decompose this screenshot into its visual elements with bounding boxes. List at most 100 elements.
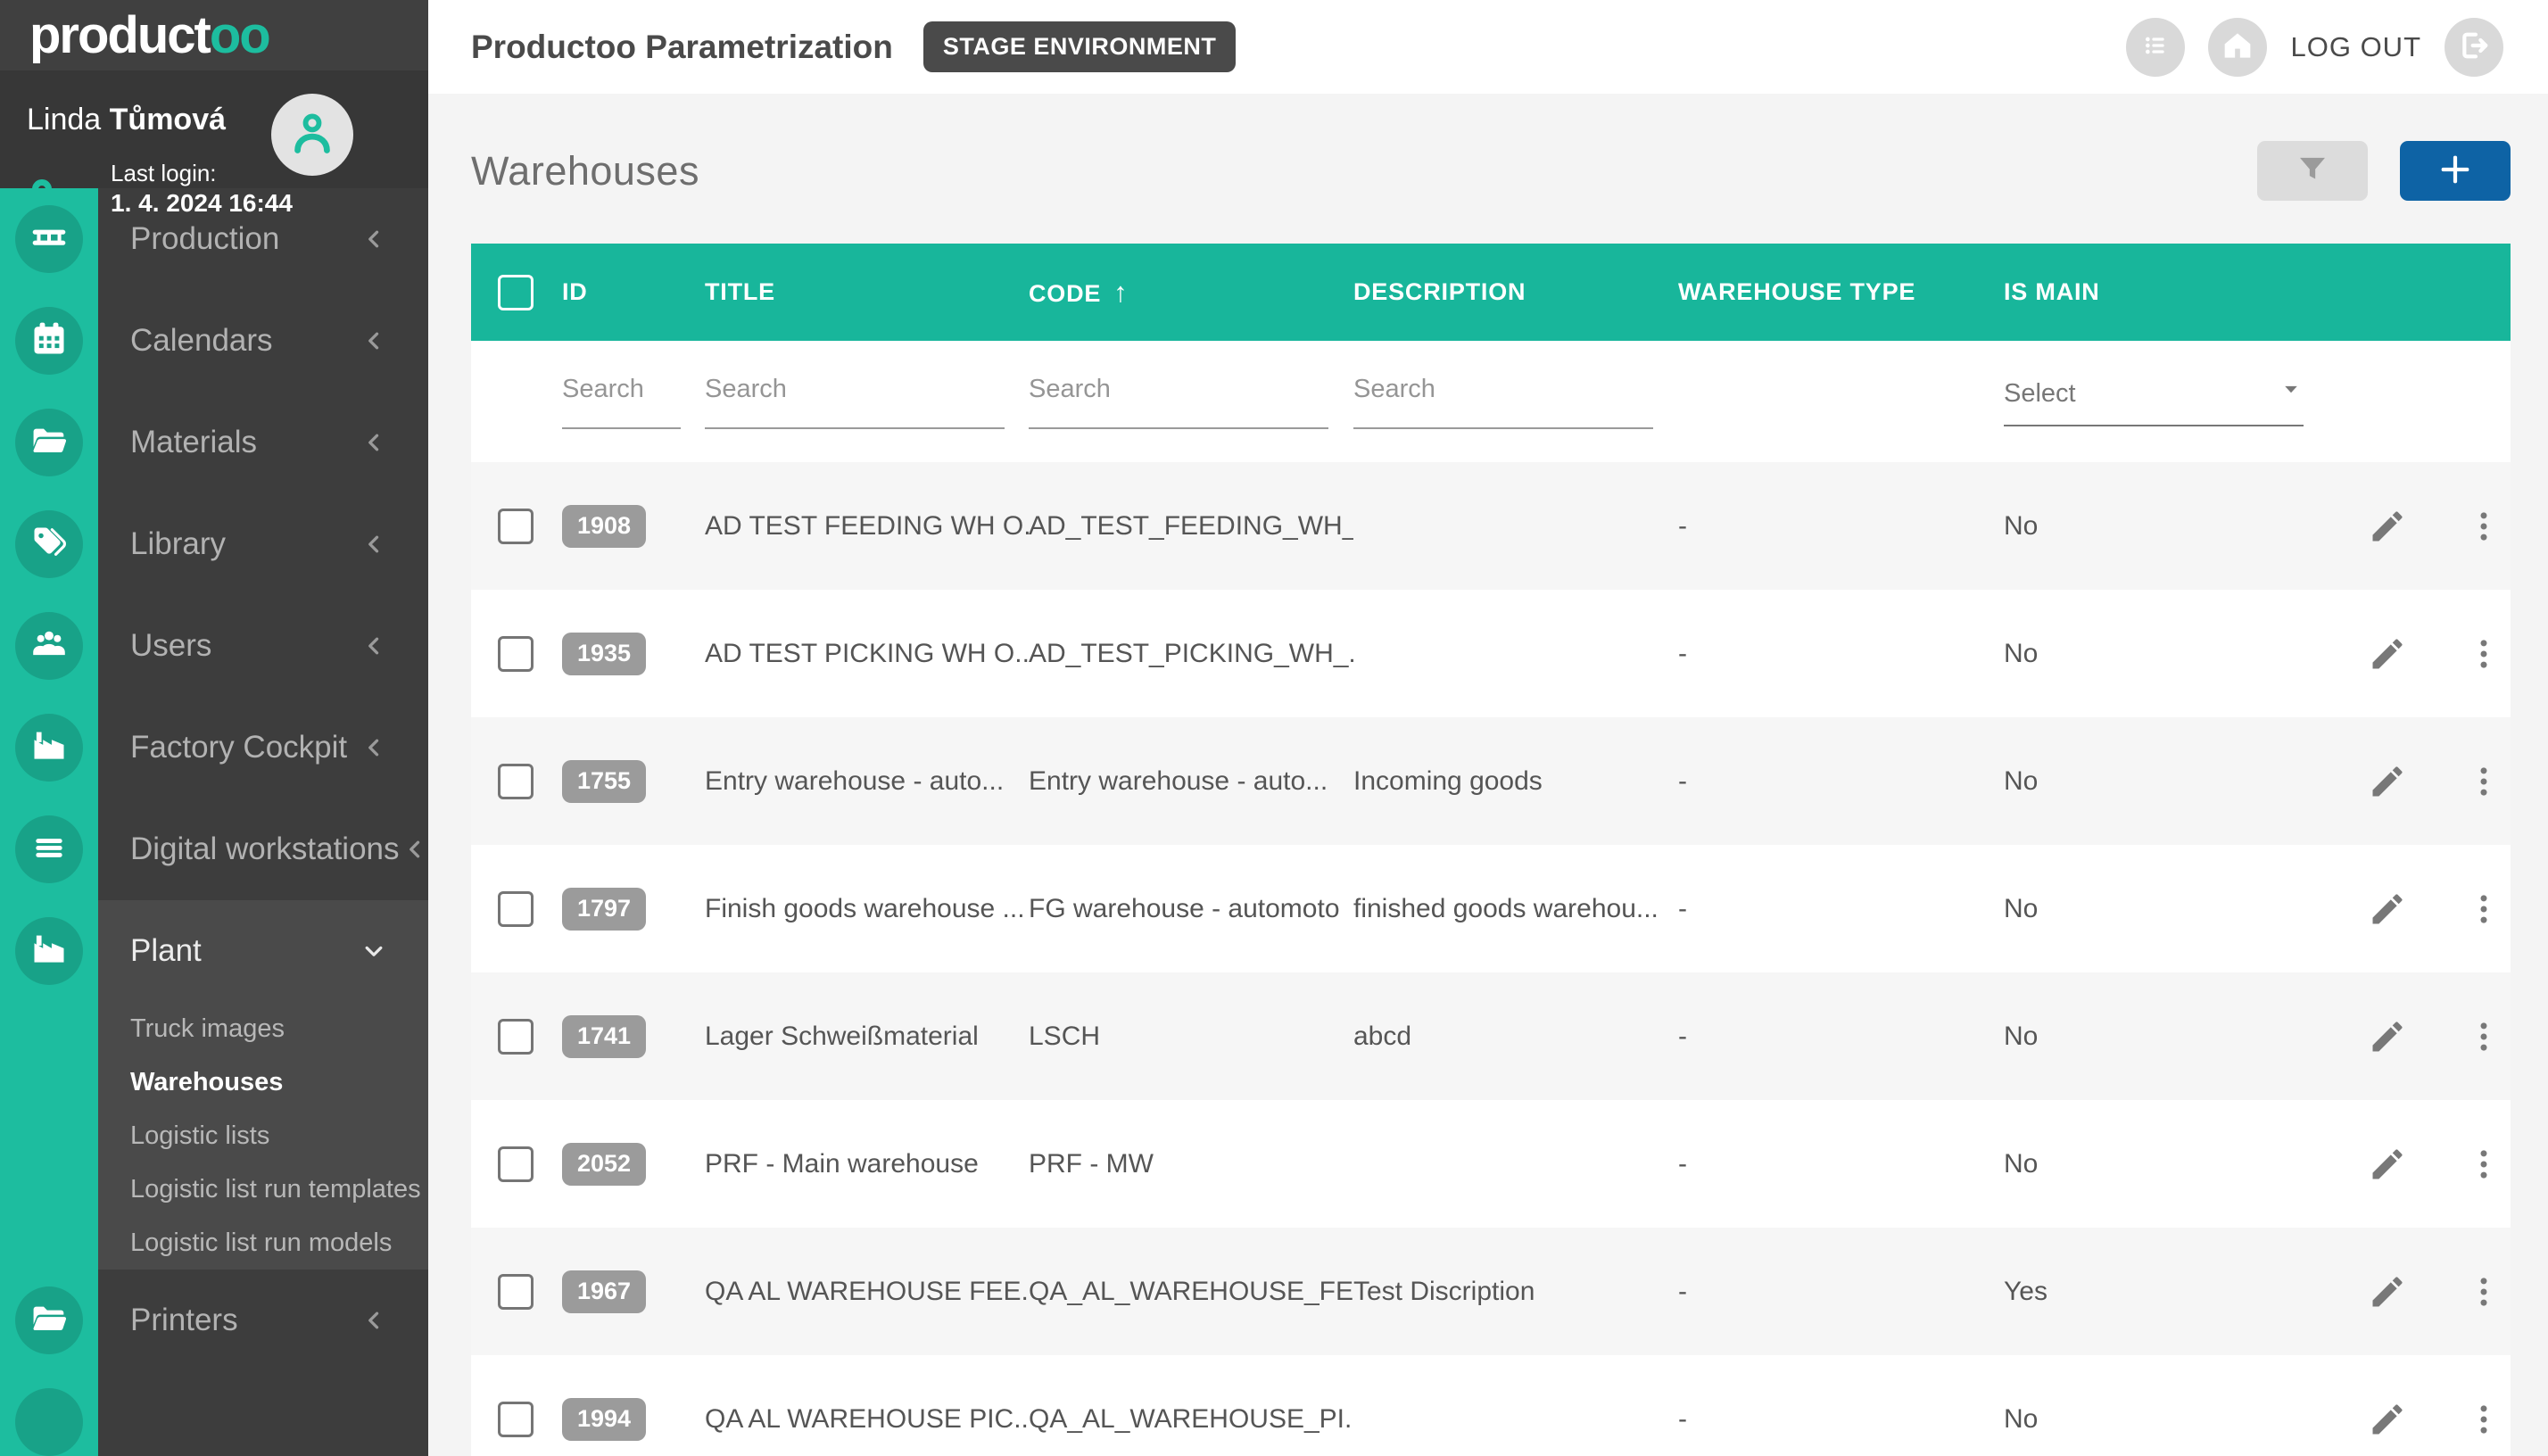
filter-button[interactable] (2257, 141, 2368, 201)
column-header-code[interactable]: CODE ↑ (1029, 276, 1129, 308)
row-actions (2368, 1145, 2543, 1184)
sidebar-item-materials[interactable]: Materials (0, 392, 428, 493)
add-warehouse-button[interactable] (2400, 141, 2511, 201)
cell-is-main: No (2004, 1403, 2039, 1434)
cell-is-main: No (2004, 1148, 2039, 1179)
edit-row-button[interactable] (2368, 1145, 2407, 1184)
row-menu-button[interactable] (2464, 1017, 2503, 1056)
sidebar-item-calendars[interactable]: Calendars (0, 290, 428, 392)
app-logo[interactable]: productoo (0, 0, 428, 70)
last-login-value: 1. 4. 2024 16:44 (111, 188, 293, 217)
row-menu-button[interactable] (2464, 507, 2503, 546)
sidebar-item-logistic-list-run-templates[interactable]: Logistic list run templates (0, 1162, 428, 1216)
sidebar-main-nav: Production Calendars Materials Library U… (0, 188, 428, 900)
search-code-input[interactable] (1029, 374, 1328, 429)
row-menu-button[interactable] (2464, 1400, 2503, 1439)
sidebar-rail (0, 188, 98, 1456)
row-menu-button[interactable] (2464, 634, 2503, 674)
table-row: 1935 AD TEST PICKING WH O... AD_TEST_PIC… (471, 590, 2511, 717)
cell-description: finished goods warehou... (1353, 893, 1659, 923)
row-actions (2368, 507, 2543, 546)
cell-title: Lager Schweißmaterial (705, 1021, 979, 1051)
sidebar-item-warehouses[interactable]: Warehouses (0, 1055, 428, 1109)
sidebar-item-label: Printers (130, 1303, 238, 1337)
edit-row-button[interactable] (2368, 1272, 2407, 1311)
cell-title: Finish goods warehouse ... (705, 893, 1025, 923)
sidebar-item-truck-images[interactable]: Truck images (0, 1002, 428, 1055)
row-checkbox[interactable] (498, 1146, 534, 1182)
sidebar: productoo Linda Tůmová Last login: 1. 4.… (0, 0, 428, 1456)
cell-code: AD_TEST_PICKING_WH_... (1029, 638, 1353, 668)
logout-button[interactable] (2445, 17, 2503, 77)
sidebar-subitem-label: Truck images (130, 1013, 285, 1043)
column-header-description[interactable]: DESCRIPTION (1353, 278, 1526, 305)
app-title: Productoo Parametrization (471, 28, 893, 65)
sidebar-icon-circle (15, 815, 83, 883)
search-title-input[interactable] (705, 374, 1005, 429)
row-checkbox[interactable] (498, 508, 534, 544)
folder-open-icon (29, 1299, 69, 1343)
is-main-select[interactable]: Select (2004, 376, 2304, 426)
factory-icon (29, 930, 69, 973)
select-placeholder: Select (2004, 379, 2076, 408)
cell-title: PRF - Main warehouse (705, 1148, 979, 1179)
edit-row-button[interactable] (2368, 889, 2407, 929)
search-description-input[interactable] (1353, 374, 1653, 429)
sidebar-icon-circle (15, 1286, 83, 1354)
sidebar-item-production[interactable]: Production (0, 188, 428, 290)
column-header-warehouse-type[interactable]: WAREHOUSE TYPE (1678, 278, 1916, 305)
select-all-checkbox[interactable] (498, 274, 534, 310)
sidebar-icon-circle (15, 409, 83, 476)
column-header-is-main[interactable]: IS MAIN (2004, 278, 2100, 305)
edit-row-button[interactable] (2368, 762, 2407, 801)
row-menu-button[interactable] (2464, 1145, 2503, 1184)
edit-row-button[interactable] (2368, 507, 2407, 546)
logo-oo-accent: oo (209, 5, 271, 64)
row-menu-button[interactable] (2464, 762, 2503, 801)
cell-title: AD TEST PICKING WH O... (705, 638, 1029, 668)
sidebar-bottom-nav: Printers (0, 1270, 428, 1371)
avatar[interactable] (271, 93, 353, 176)
column-header-id[interactable]: ID (562, 278, 588, 305)
edit-row-button[interactable] (2368, 1400, 2407, 1439)
search-id-input[interactable] (562, 374, 681, 429)
sidebar-item-users[interactable]: Users (0, 595, 428, 697)
chevron-left-icon (359, 427, 389, 458)
cell-warehouse-type: - (1678, 1276, 1687, 1306)
sidebar-icon-circle (15, 917, 83, 985)
row-checkbox[interactable] (498, 763, 534, 799)
home-icon (2220, 28, 2255, 66)
sidebar-item-library[interactable]: Library (0, 493, 428, 595)
row-checkbox[interactable] (498, 635, 534, 672)
row-checkbox[interactable] (498, 1273, 534, 1310)
edit-row-button[interactable] (2368, 1017, 2407, 1056)
logout-label[interactable]: LOG OUT (2290, 30, 2421, 62)
row-checkbox[interactable] (498, 890, 534, 927)
row-menu-button[interactable] (2464, 889, 2503, 929)
home-button[interactable] (2208, 17, 2268, 77)
sidebar-item-logistic-list-run-models[interactable]: Logistic list run models (0, 1216, 428, 1270)
sidebar-item-logistic-lists[interactable]: Logistic lists (0, 1109, 428, 1162)
cell-code: QA_AL_WAREHOUSE_FE... (1029, 1276, 1353, 1306)
chevron-down-icon (359, 936, 389, 966)
sidebar-item-plant[interactable]: Plant (0, 900, 428, 1002)
chevron-left-icon (400, 834, 429, 864)
sidebar-item-label: Plant (130, 933, 202, 968)
sidebar-item-printers[interactable]: Printers (0, 1270, 428, 1371)
person-icon (286, 106, 338, 162)
list-menu-button[interactable] (2126, 17, 2186, 77)
sidebar-item-factory-cockpit[interactable]: Factory Cockpit (0, 697, 428, 798)
cell-code: LSCH (1029, 1021, 1101, 1051)
row-actions (2368, 889, 2543, 929)
user-panel: Linda Tůmová Last login: 1. 4. 2024 16:4… (0, 70, 428, 217)
cell-title: QA AL WAREHOUSE PIC... (705, 1403, 1029, 1434)
cell-is-main: No (2004, 638, 2039, 668)
sidebar-item-digital-workstations[interactable]: Digital workstations (0, 798, 428, 900)
table-row: 1994 QA AL WAREHOUSE PIC... QA_AL_WAREHO… (471, 1355, 2511, 1456)
row-menu-button[interactable] (2464, 1272, 2503, 1311)
row-checkbox[interactable] (498, 1018, 534, 1055)
row-checkbox[interactable] (498, 1401, 534, 1437)
edit-row-button[interactable] (2368, 634, 2407, 674)
column-header-title[interactable]: TITLE (705, 278, 775, 305)
table-body: 1908 AD TEST FEEDING WH O... AD_TEST_FEE… (471, 462, 2511, 1456)
